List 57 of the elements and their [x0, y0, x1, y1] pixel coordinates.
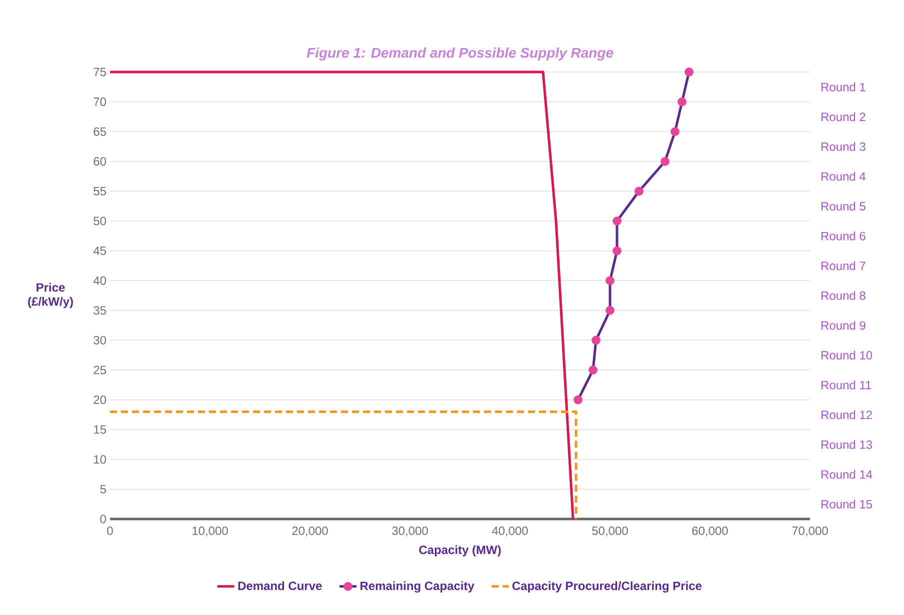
text: Round 7 [822, 261, 866, 270]
point [588, 366, 598, 374]
y-tick-label: 65 [94, 127, 106, 136]
text: Round 11 [822, 380, 872, 390]
text: Round 15 [822, 500, 872, 509]
y-tick-label: 60 [94, 157, 106, 166]
y-tick-label: 40 [93, 276, 106, 285]
point [660, 156, 670, 166]
point [606, 306, 614, 315]
y-tick-label: 70 [94, 98, 106, 106]
x-tick-label: 0 [107, 526, 113, 536]
x-axis-title: Capacity (MW) [419, 545, 501, 556]
x-tick-label: 10,000 [192, 526, 228, 536]
text: Round 8 [822, 291, 866, 300]
text: Round 2 [822, 112, 866, 122]
text: Round 1 [822, 82, 866, 92]
y-tick-label: 15 [94, 425, 106, 434]
text: Round 4 [822, 172, 866, 181]
point [670, 127, 680, 136]
y-tick-label: 30 [94, 336, 106, 344]
y-tick-label: 35 [94, 306, 106, 315]
point [634, 186, 644, 196]
legend-label: Demand Curve [238, 581, 322, 590]
x-tick-label: 30,000 [392, 526, 428, 536]
text: Round 13 [822, 440, 872, 449]
text: Round 12 [822, 410, 872, 420]
text: Round 6 [822, 231, 866, 240]
point [574, 395, 582, 404]
point [592, 336, 600, 345]
y-tick-label: 20 [94, 396, 106, 404]
y-axis-title: Price (£/kW/y) [28, 282, 73, 308]
y-tick-label: 10 [94, 455, 106, 464]
y-tick-label: 75 [94, 68, 106, 76]
x-tick-label: 50,000 [592, 526, 628, 536]
text: Round 3 [822, 142, 866, 151]
y-tick-label: 5 [100, 485, 106, 494]
x-tick-label: 40,000 [492, 526, 528, 536]
point [678, 97, 686, 106]
y-tick-label: 55 [94, 187, 106, 196]
point [684, 68, 694, 76]
text: Round 9 [822, 320, 866, 330]
x-tick-label: 60,000 [692, 526, 728, 536]
y-tick-label: 50 [94, 216, 106, 226]
point [606, 276, 614, 286]
y-tick-label: 45 [93, 246, 106, 255]
x-tick-label: 70,000 [792, 526, 828, 536]
text: Round 14 [822, 470, 872, 479]
point [612, 216, 622, 226]
y-tick-label: 0 [100, 514, 106, 524]
legend-label: Remaining Capacity [360, 581, 474, 593]
text: Round 5 [822, 202, 866, 211]
x-tick-label: 20,000 [292, 526, 328, 536]
chart-title: Figure 1: Demand and Possible Supply Range [306, 47, 614, 61]
text: Round 10 [822, 350, 872, 360]
y-tick-label: 25 [94, 366, 106, 374]
point [612, 246, 622, 256]
legend-label: Capacity Procured/Clearing Price [512, 581, 702, 593]
